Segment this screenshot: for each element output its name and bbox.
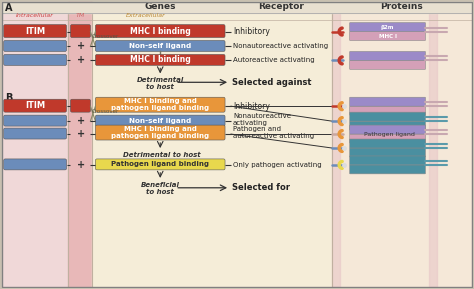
Bar	[332, 2, 340, 287]
Text: Detrimental to host: Detrimental to host	[123, 152, 201, 158]
Text: +: +	[77, 160, 85, 170]
FancyBboxPatch shape	[350, 125, 426, 134]
Text: TM: TM	[76, 13, 85, 18]
FancyBboxPatch shape	[350, 156, 426, 165]
FancyBboxPatch shape	[350, 148, 426, 157]
Text: Crossover: Crossover	[91, 109, 118, 114]
Text: Only pathogen activating: Only pathogen activating	[233, 162, 322, 168]
FancyBboxPatch shape	[350, 139, 426, 148]
Bar	[69, 2, 92, 287]
Bar	[332, 2, 472, 287]
Text: Selected against: Selected against	[232, 78, 311, 87]
FancyBboxPatch shape	[350, 134, 426, 143]
Bar	[2, 2, 472, 13]
Text: +: +	[77, 42, 85, 51]
FancyBboxPatch shape	[95, 97, 225, 112]
FancyBboxPatch shape	[350, 112, 426, 121]
Text: β2m: β2m	[381, 25, 394, 29]
FancyBboxPatch shape	[350, 165, 426, 174]
Text: MHC I binding: MHC I binding	[130, 55, 191, 64]
FancyBboxPatch shape	[95, 159, 225, 170]
Text: Pathogen ligand: Pathogen ligand	[364, 132, 415, 137]
Bar	[429, 2, 438, 287]
Text: MHC I binding and
pathogen ligand binding: MHC I binding and pathogen ligand bindin…	[111, 98, 210, 111]
FancyBboxPatch shape	[95, 25, 225, 38]
Text: Receptor: Receptor	[258, 2, 304, 11]
Text: MHC I binding and
pathogen ligand binding: MHC I binding and pathogen ligand bindin…	[111, 126, 210, 139]
Text: MHC I binding: MHC I binding	[130, 27, 191, 36]
Text: Pathogen and
autoreactive activating: Pathogen and autoreactive activating	[233, 125, 314, 138]
FancyBboxPatch shape	[4, 99, 66, 112]
FancyBboxPatch shape	[350, 60, 426, 69]
Text: Intracellular: Intracellular	[16, 13, 54, 18]
Bar	[2, 2, 69, 287]
FancyBboxPatch shape	[350, 106, 426, 115]
FancyBboxPatch shape	[350, 32, 426, 40]
FancyBboxPatch shape	[95, 54, 225, 65]
FancyBboxPatch shape	[71, 99, 91, 112]
Text: Nonautoreactive
activating: Nonautoreactive activating	[233, 113, 291, 126]
Text: MHC I: MHC I	[379, 34, 397, 38]
Text: A: A	[5, 3, 12, 13]
FancyBboxPatch shape	[71, 25, 91, 38]
FancyBboxPatch shape	[350, 23, 426, 32]
Text: Non-self ligand: Non-self ligand	[129, 43, 191, 49]
Text: Non-self ligand: Non-self ligand	[129, 118, 191, 124]
Text: Autoreactive activating: Autoreactive activating	[233, 58, 315, 63]
FancyBboxPatch shape	[4, 159, 66, 170]
FancyBboxPatch shape	[4, 115, 66, 126]
FancyBboxPatch shape	[350, 121, 426, 130]
Text: +: +	[77, 55, 85, 65]
Bar	[92, 2, 332, 287]
FancyBboxPatch shape	[4, 40, 66, 51]
Text: Inhibitory: Inhibitory	[233, 27, 270, 36]
Text: ITIM: ITIM	[25, 27, 45, 36]
Text: Selected for: Selected for	[232, 183, 290, 192]
Text: Pathogen ligand binding: Pathogen ligand binding	[111, 161, 209, 167]
Text: Detrimental
to host: Detrimental to host	[137, 77, 184, 90]
Text: Nonautoreactive activating: Nonautoreactive activating	[233, 43, 328, 49]
Text: Inhibitory: Inhibitory	[233, 102, 270, 111]
Text: Crossover: Crossover	[91, 34, 118, 39]
Text: +: +	[77, 116, 85, 126]
FancyBboxPatch shape	[95, 125, 225, 140]
Text: Beneficial
to host: Beneficial to host	[141, 182, 180, 195]
Text: Genes: Genes	[145, 2, 176, 11]
FancyBboxPatch shape	[95, 40, 225, 51]
FancyBboxPatch shape	[4, 54, 66, 65]
FancyBboxPatch shape	[4, 128, 66, 139]
Text: ITIM: ITIM	[25, 101, 45, 110]
Text: Extracellular: Extracellular	[126, 13, 165, 18]
FancyBboxPatch shape	[4, 25, 66, 38]
FancyBboxPatch shape	[350, 51, 426, 60]
FancyBboxPatch shape	[350, 97, 426, 106]
Text: B: B	[5, 93, 12, 103]
Text: Proteins: Proteins	[380, 2, 423, 11]
FancyBboxPatch shape	[95, 115, 225, 126]
Text: +: +	[77, 129, 85, 139]
